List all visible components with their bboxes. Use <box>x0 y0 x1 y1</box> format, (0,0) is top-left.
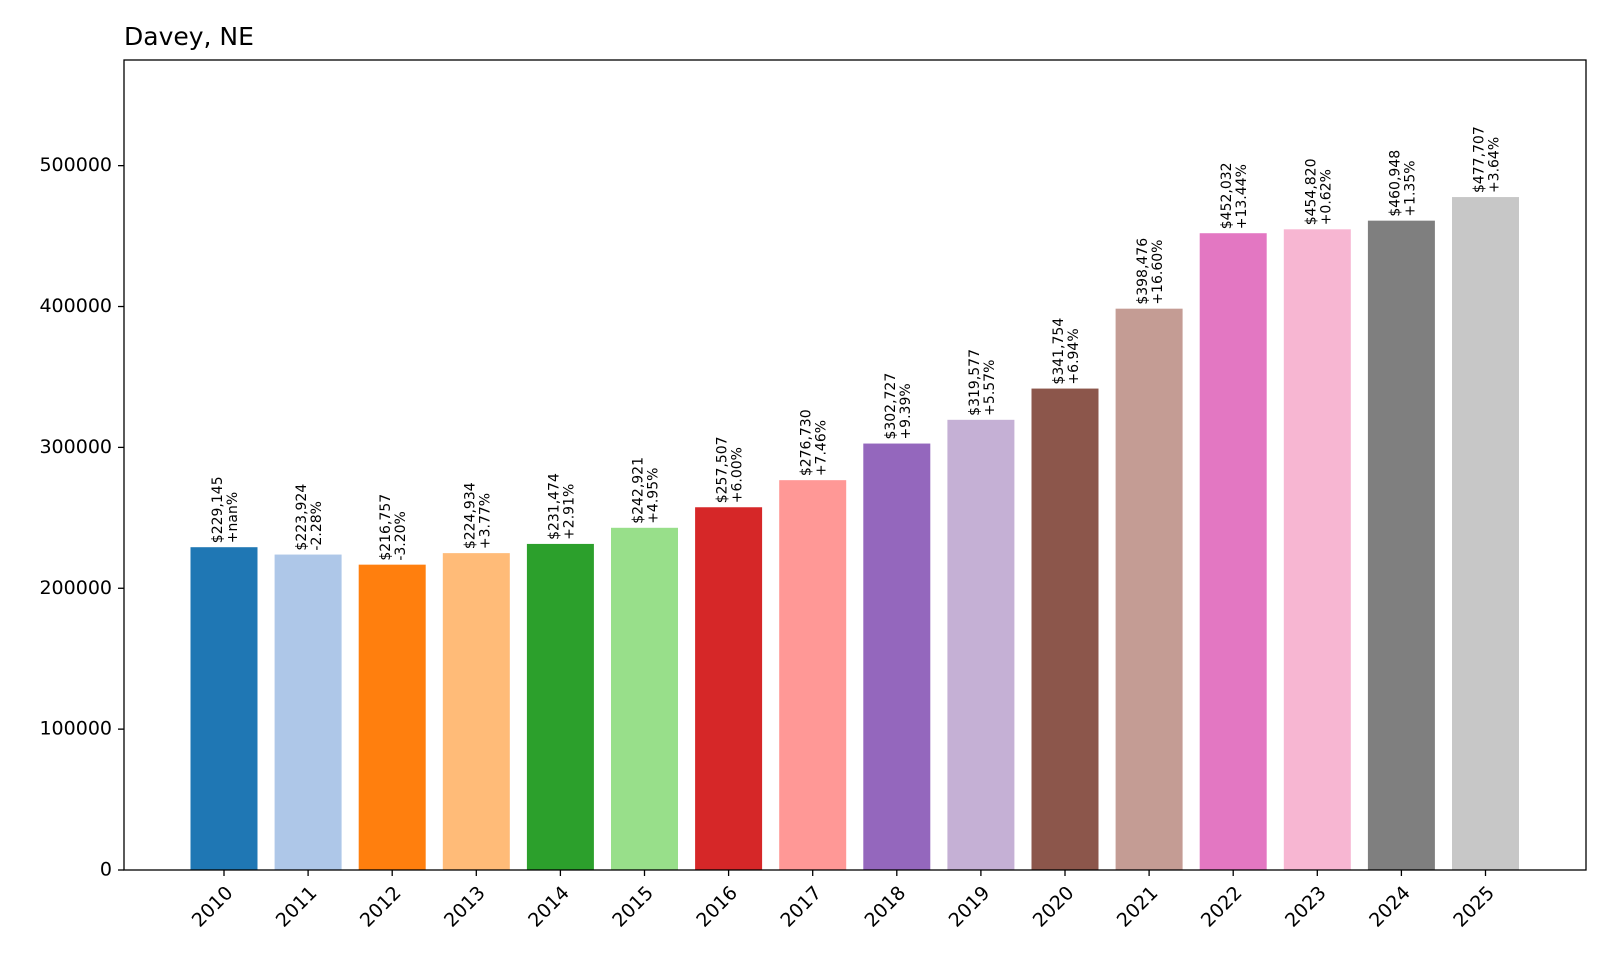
x-tick-label-2021: 2021 <box>1113 882 1163 932</box>
x-tick-label-2012: 2012 <box>356 882 406 932</box>
x-tick-label-2014: 2014 <box>524 882 574 932</box>
bar-labels-group: $229,145 +nan% $223,924 -2.28% $216,757 -3.20… <box>210 126 1503 560</box>
bar-2014 <box>526 543 594 870</box>
bar-value-label-2021: $398,476 <box>1135 238 1151 305</box>
bar-value-label-2022: $452,032 <box>1219 162 1235 229</box>
bar-2016 <box>695 507 763 870</box>
x-tick-label-2024: 2024 <box>1365 882 1415 932</box>
bar-change-label-2021: +16.60% <box>1150 240 1166 305</box>
bar-2023 <box>1283 229 1351 871</box>
bar-value-label-2023: $454,820 <box>1303 158 1319 225</box>
bars-group <box>190 197 1519 871</box>
bar-value-label-2024: $460,948 <box>1387 150 1403 217</box>
x-tick-label-2016: 2016 <box>692 882 742 932</box>
bar-value-label-2025: $477,707 <box>1472 126 1488 193</box>
bar-change-label-2012: -3.20% <box>393 511 409 561</box>
bar-2025 <box>1452 197 1519 870</box>
bar-value-label-2011: $223,924 <box>294 484 310 551</box>
bar-2018 <box>863 443 931 870</box>
bar-2010 <box>190 547 258 870</box>
x-tick-label-2018: 2018 <box>860 882 910 932</box>
x-tick-label-2017: 2017 <box>776 882 826 932</box>
x-tick-label-2013: 2013 <box>440 882 490 932</box>
x-axis: 2010 2011 2012 2013 2014 2015 2016 2017 2018 2019… <box>188 870 1499 932</box>
x-tick-label-2019: 2019 <box>945 882 995 932</box>
x-tick-label-2022: 2022 <box>1197 882 1247 932</box>
bar-value-label-2010: $229,145 <box>210 476 226 543</box>
bar-2019 <box>947 419 1015 870</box>
bar-change-label-2014: +2.91% <box>561 484 577 540</box>
bar-change-label-2019: +5.57% <box>982 360 998 416</box>
bar-change-label-2013: +3.77% <box>477 493 493 549</box>
bar-change-label-2024: +1.35% <box>1402 160 1418 216</box>
y-tick-label-200000: 200000 <box>39 577 112 599</box>
x-tick-label-2011: 2011 <box>272 882 322 932</box>
bar-2021 <box>1115 308 1183 870</box>
bar-2024 <box>1367 220 1435 870</box>
bar-change-label-2022: +13.44% <box>1234 164 1250 229</box>
bar-change-label-2025: +3.64% <box>1487 137 1503 193</box>
bar-change-label-2018: +9.39% <box>898 383 914 439</box>
x-tick-label-2015: 2015 <box>608 882 658 932</box>
bar-change-label-2011: -2.28% <box>309 501 325 551</box>
y-tick-label-100000: 100000 <box>39 718 112 740</box>
y-tick-label-500000: 500000 <box>39 154 112 176</box>
bar-2012 <box>358 564 426 870</box>
bar-change-label-2010: +nan% <box>225 492 241 543</box>
bar-change-label-2020: +6.94% <box>1066 328 1082 384</box>
bar-2022 <box>1199 233 1267 871</box>
bar-value-label-2016: $257,507 <box>715 436 731 503</box>
x-tick-label-2020: 2020 <box>1029 882 1079 932</box>
bar-2015 <box>611 527 678 870</box>
x-tick-label-2010: 2010 <box>188 882 238 932</box>
bar-2013 <box>442 553 510 870</box>
x-tick-label-2025: 2025 <box>1449 882 1499 932</box>
bar-value-label-2018: $302,727 <box>883 373 899 440</box>
bar-value-label-2015: $242,921 <box>631 457 647 524</box>
bar-value-label-2017: $276,730 <box>799 409 815 476</box>
chart-title: Davey, NE <box>124 22 254 51</box>
x-tick-label-2023: 2023 <box>1281 882 1331 932</box>
y-tick-label-300000: 300000 <box>39 436 112 458</box>
bar-change-label-2015: +4.95% <box>646 468 662 524</box>
bar-value-label-2020: $341,754 <box>1051 318 1067 385</box>
bar-change-label-2016: +6.00% <box>730 447 746 503</box>
bar-value-label-2013: $224,934 <box>462 482 478 549</box>
y-axis: 0 100000 200000 300000 400000 500000 <box>39 154 124 881</box>
bar-change-label-2017: +7.46% <box>814 420 830 476</box>
axes-frame <box>123 59 1587 871</box>
bar-2011 <box>274 554 342 870</box>
bar-2017 <box>779 480 847 870</box>
y-tick-label-400000: 400000 <box>39 295 112 317</box>
bar-value-label-2012: $216,757 <box>378 494 394 561</box>
bar-change-label-2023: +0.62% <box>1318 169 1334 225</box>
bar-value-label-2014: $231,474 <box>546 473 562 540</box>
bar-value-label-2019: $319,577 <box>967 349 983 416</box>
bar-2020 <box>1031 388 1099 870</box>
y-tick-label-0: 0 <box>100 859 112 881</box>
